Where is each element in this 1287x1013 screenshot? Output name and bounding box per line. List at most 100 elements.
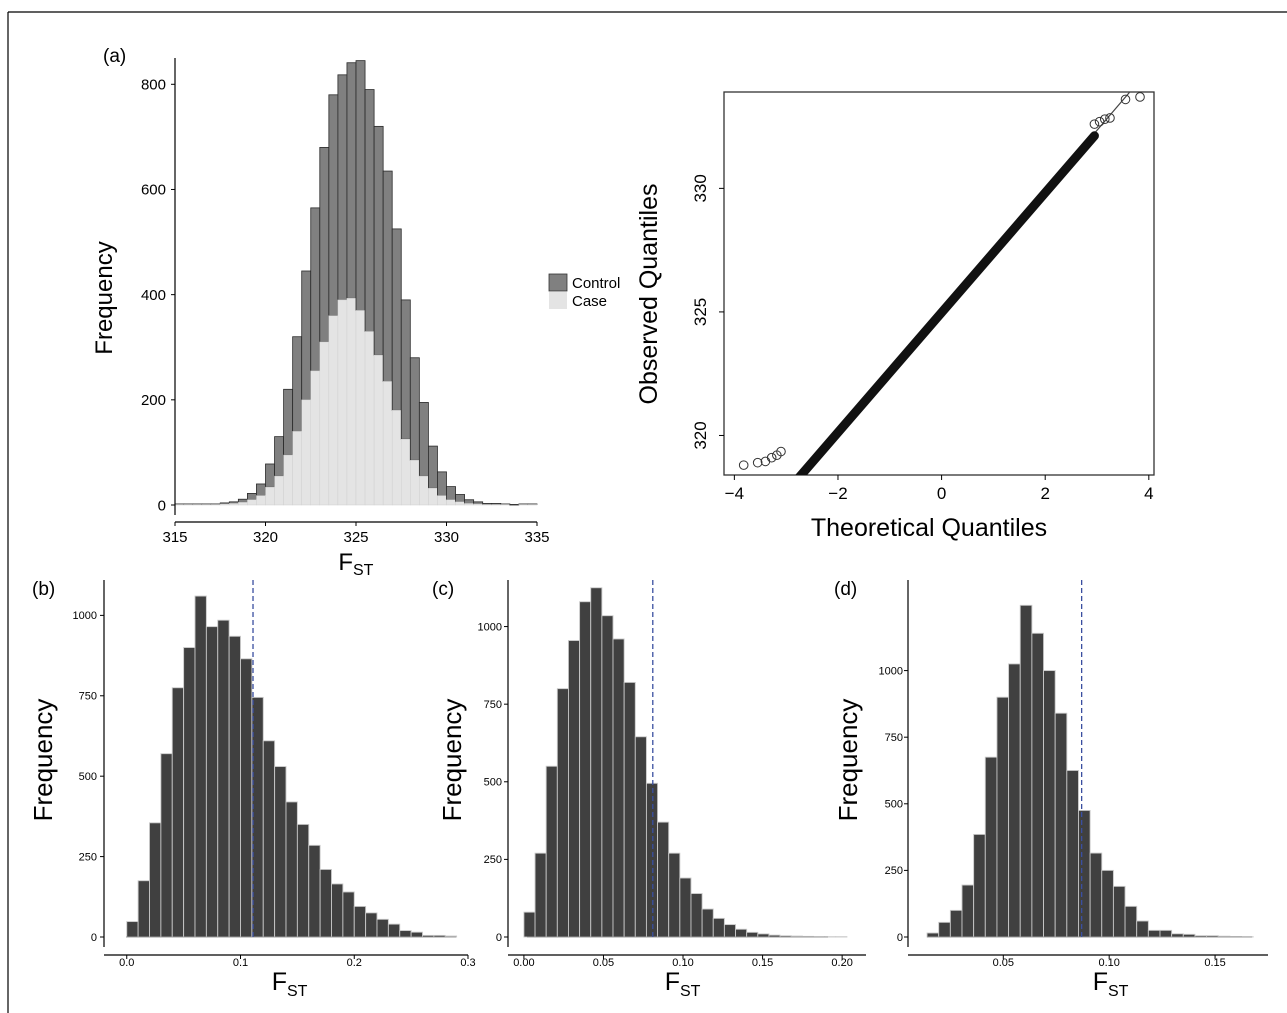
y-tick-label: 200	[141, 392, 166, 409]
bar-control	[473, 501, 484, 505]
bar-case	[210, 504, 221, 506]
y-tick-label: 0	[158, 497, 166, 514]
bar-control	[346, 62, 357, 299]
y-tick-label: 750	[484, 699, 502, 711]
y-tick-label: 1000	[478, 621, 502, 633]
qq-y-tick-label: 320	[691, 421, 710, 449]
histogram-bar	[217, 619, 230, 938]
x-tick-label: 320	[253, 529, 278, 546]
histogram-bar	[126, 921, 139, 938]
histogram-bar	[228, 635, 241, 938]
bar-control	[509, 504, 520, 506]
y-tick-label: 0	[496, 932, 502, 944]
histogram-bar	[1008, 663, 1021, 938]
bar-case	[337, 299, 348, 506]
histogram-bar	[746, 931, 759, 938]
histogram-bar	[657, 821, 670, 938]
chart-a-qq-plot: −4 −2 0 2 4 320 325 330 Observed Quantiles Theo…	[635, 91, 1155, 542]
bar-case	[201, 504, 212, 506]
bar-control	[256, 483, 266, 496]
bar-control	[301, 270, 312, 401]
bar-case	[238, 502, 248, 506]
bar-case	[464, 503, 474, 506]
bar-case	[346, 298, 357, 506]
qq-x-tick-label: −2	[828, 484, 847, 503]
qq-x-tick-label: −4	[725, 484, 744, 503]
bar-control	[446, 486, 456, 501]
histogram-bar	[160, 753, 173, 938]
panel-label-a: (a)	[103, 46, 126, 67]
histogram-bar	[137, 880, 150, 938]
bar-control	[328, 94, 339, 317]
y-tick-label: 750	[79, 691, 97, 703]
x-tick-label: 0.15	[752, 957, 773, 969]
histogram-bar	[274, 766, 287, 938]
panel-label-d: (d)	[834, 579, 857, 600]
qq-point	[1135, 92, 1145, 102]
panel-label-c: (c)	[432, 579, 454, 600]
histogram-bar	[171, 687, 185, 938]
panel-label-b: (b)	[32, 579, 55, 600]
bar-case	[283, 454, 293, 506]
bar-control	[319, 146, 330, 343]
y-tick-label: 1000	[73, 610, 97, 622]
bar-case	[247, 499, 257, 506]
a-y-axis-label: Frequency	[91, 241, 118, 354]
x-tick-label: 0.05	[993, 957, 1014, 969]
histogram-bar	[342, 891, 355, 938]
histogram-bar	[1136, 920, 1149, 938]
histogram-bar	[308, 844, 321, 938]
a-x-axis-label-sub: ST	[353, 562, 374, 579]
histogram-bar	[984, 756, 998, 938]
histogram-bar	[319, 869, 332, 938]
bar-control	[418, 402, 429, 477]
chart-a-histogram: 0 200 400 600 800 315 320 325 330 335 Frequency F…	[91, 58, 550, 579]
bar-case	[328, 315, 339, 506]
b-y-axis-label: Frequency	[28, 699, 58, 822]
histogram-bar	[645, 782, 659, 938]
y-tick-label: 0	[91, 932, 97, 944]
bar-case	[518, 504, 529, 506]
histogram-bar	[296, 823, 310, 938]
histogram-bar	[949, 909, 963, 938]
histogram-bar	[194, 595, 207, 938]
y-tick-label: 1000	[879, 665, 903, 677]
histogram-bar	[961, 884, 975, 938]
x-tick-label: 0.0	[119, 957, 134, 969]
qq-y-tick-label: 325	[691, 298, 710, 326]
y-tick-label: 800	[141, 77, 166, 94]
bar-control	[337, 74, 348, 301]
bar-case	[500, 504, 511, 506]
bar-control	[237, 498, 248, 503]
y-tick-label: 500	[885, 799, 903, 811]
qq-plot-frame	[723, 91, 1155, 476]
bar-control	[310, 207, 321, 372]
histogram-bar	[938, 921, 951, 938]
x-tick-label: 0.20	[831, 957, 852, 969]
qq-point	[760, 456, 771, 467]
histogram-bar	[331, 883, 344, 938]
qq-x-tick-label: 2	[1040, 484, 1049, 503]
qq-point	[752, 457, 763, 468]
histogram-bar	[1031, 632, 1044, 938]
d-x-axis-label-sub: ST	[1108, 983, 1129, 1000]
bar-control	[455, 494, 465, 503]
bar-case	[301, 399, 312, 506]
histogram-bar	[556, 688, 569, 938]
y-tick-label: 500	[484, 777, 502, 789]
bar-case	[455, 501, 465, 506]
b-x-axis-label-sub: ST	[287, 983, 308, 1000]
qq-point	[1120, 94, 1131, 105]
qq-point	[738, 460, 749, 470]
histogram-bar	[1112, 885, 1126, 938]
histogram-bar	[1124, 905, 1138, 938]
bar-case	[292, 431, 302, 506]
bar-control	[355, 60, 366, 311]
bar-control	[265, 463, 275, 488]
bar-case	[310, 370, 321, 506]
histogram-bar	[534, 852, 547, 938]
histogram-bar	[285, 801, 298, 938]
y-tick-label: 750	[885, 732, 903, 744]
x-tick-label: 325	[343, 529, 368, 546]
bar-case	[491, 504, 502, 506]
